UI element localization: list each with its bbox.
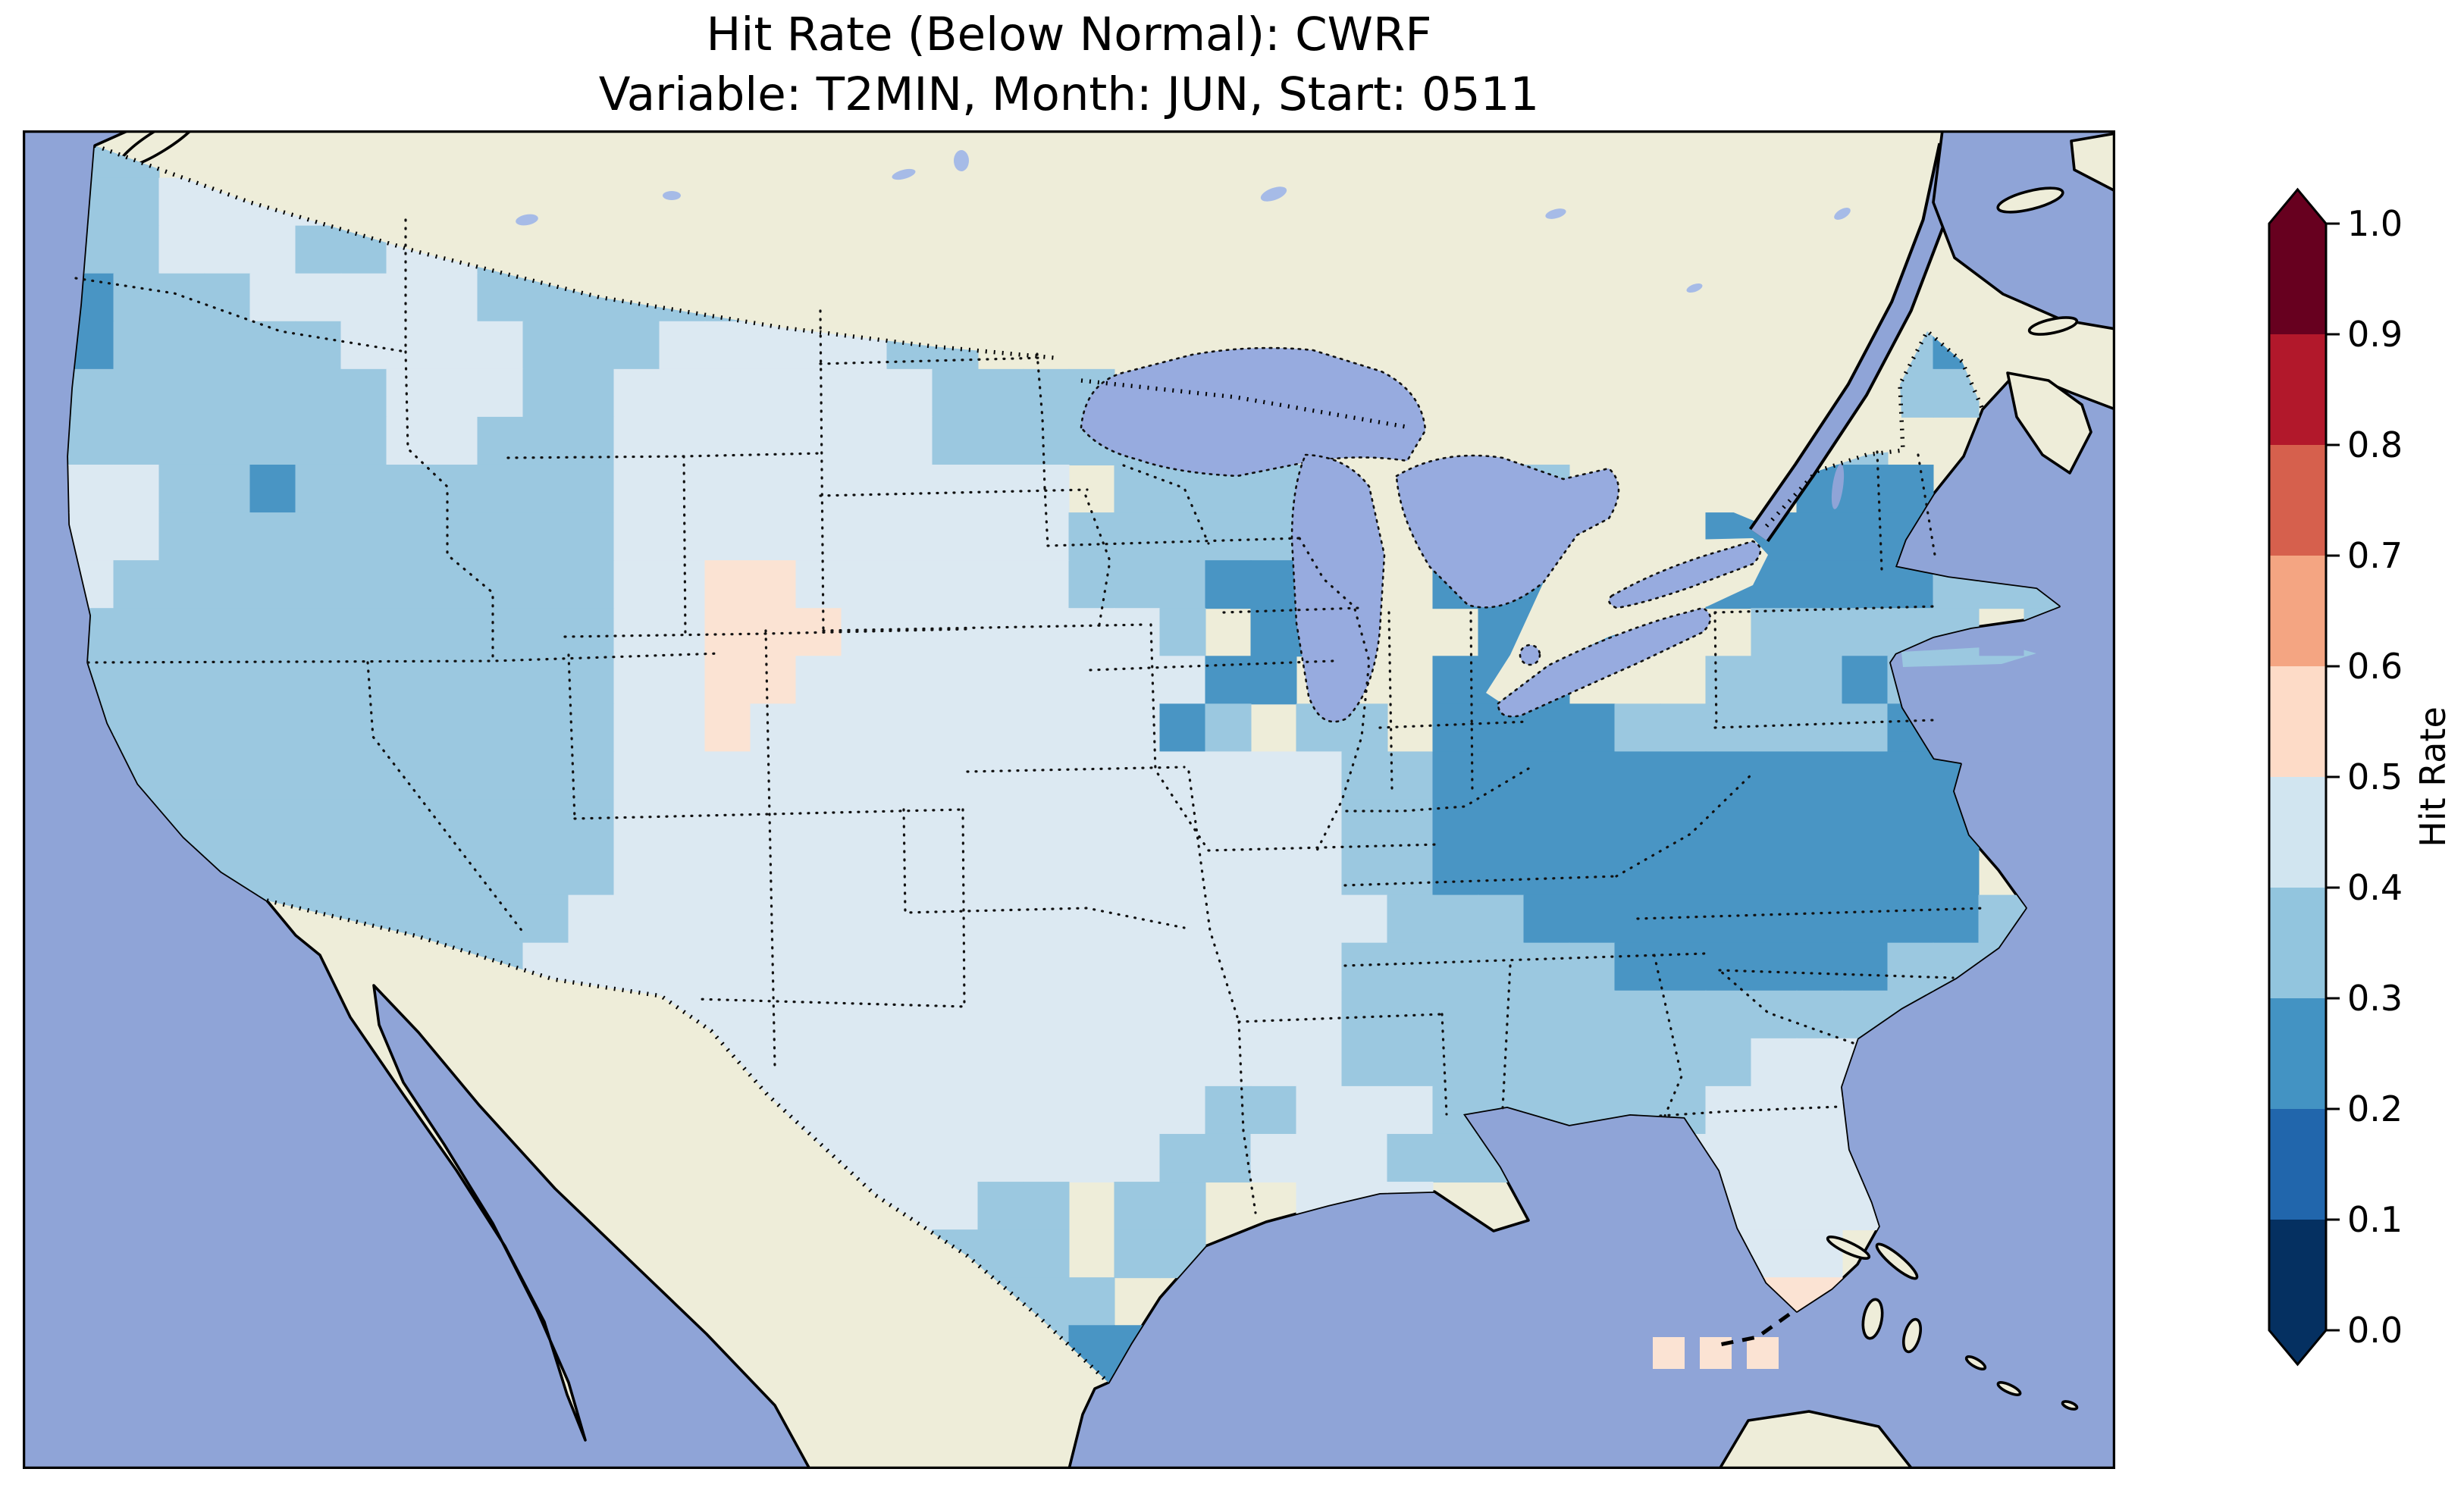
colorbar-tick-label: 0.8 (2347, 424, 2403, 465)
bahamas-island (1826, 1236, 1871, 1260)
maritime-islands (1996, 132, 2115, 475)
colorbar-segment-0.1-0.2 (2269, 1109, 2326, 1220)
colorbar-segment-0.9-1.0 (2269, 224, 2326, 335)
figure-title-line2: Variable: T2MIN, Month: JUN, Start: 0511 (598, 67, 1540, 122)
bahamas-island (1901, 1317, 1923, 1354)
colorbar-tick-label: 0.6 (2347, 646, 2403, 687)
offshore-grid-cells (1653, 1337, 1779, 1369)
bahamas-island (1875, 1242, 1919, 1280)
lake-ontario (1607, 540, 1762, 609)
colorbar-segment-0.2-0.3 (2269, 998, 2326, 1110)
colorbar-tick-label: 0.9 (2347, 314, 2403, 355)
colorbar-tick-label: 0.5 (2347, 756, 2403, 797)
caribbean-islands (1718, 1236, 2079, 1469)
colorbar-tick-label: 0.3 (2347, 978, 2403, 1019)
us-hit-rate-map (23, 130, 2115, 1469)
colorbar-area: 1.0 0.9 0.8 0.7 0.6 0.5 0.4 0.3 0.2 0.1 0.0 Hit Ra… (2259, 186, 2464, 1414)
colorbar-axis-label: Hit Rate (2412, 706, 2453, 847)
colorbar-tick-label: 0.0 (2347, 1310, 2403, 1351)
lake-erie (1497, 606, 1712, 718)
map-area (23, 130, 2115, 1469)
bahamas-island (1996, 1381, 2022, 1396)
bahamas-island (1861, 1298, 1884, 1340)
colorbar-tick-label: 0.7 (2347, 535, 2403, 576)
colorbar-segment-0.8-0.9 (2269, 334, 2326, 446)
bahamas-island (1964, 1355, 1987, 1371)
florida-keys (1719, 1312, 1791, 1347)
colorbar: 1.0 0.9 0.8 0.7 0.6 0.5 0.4 0.3 0.2 0.1 0.0 Hit Ra… (2268, 187, 2453, 1367)
colorbar-tick-label: 0.2 (2347, 1088, 2403, 1129)
anticosti-island (1996, 186, 2064, 214)
canada-inland-lakes (516, 150, 1851, 509)
state-borders (74, 218, 1988, 1214)
colorbar-segment-0.4-0.5 (2269, 777, 2326, 888)
colorbar-tick-label: 1.0 (2347, 203, 2403, 244)
colorbar-tick-label: 0.4 (2347, 867, 2403, 908)
colorbar-segment-0.7-0.8 (2269, 445, 2326, 556)
figure-title-line1: Hit Rate (Below Normal): CWRF (706, 8, 1432, 61)
colorbar-tick-label: 0.1 (2347, 1199, 2403, 1240)
lake-superior (1080, 346, 1427, 478)
figure-title: Hit Rate (Below Normal): CWRF Variable: … (23, 5, 2115, 125)
great-lakes (1080, 346, 1762, 723)
lake-huron (1395, 454, 1620, 609)
lake-michigan (1290, 453, 1386, 723)
colorbar-segment-0.5-0.6 (2269, 666, 2326, 778)
colorbar-ticks: 1.0 0.9 0.8 0.7 0.6 0.5 0.4 0.3 0.2 0.1 0.0 (2326, 203, 2403, 1351)
bahamas-island (2061, 1400, 2079, 1411)
prince-edward-island (2027, 316, 2079, 336)
colorbar-segment-0.6-0.7 (2269, 556, 2326, 667)
map-frame (23, 130, 2115, 1469)
nova-scotia (2006, 371, 2093, 475)
colorbar-segment-0.0-0.1 (2269, 1220, 2326, 1331)
newfoundland-corner (2070, 132, 2115, 193)
colorbar-under-arrow (2269, 1330, 2326, 1364)
hit-rate-grid-layer (68, 146, 2059, 1383)
colorbar-over-arrow (2269, 189, 2326, 224)
colorbar-segments (2269, 224, 2326, 1331)
gulf-of-st-lawrence (1932, 130, 2115, 330)
colorbar-segment-0.3-0.4 (2269, 888, 2326, 999)
lake-st-clair (1519, 644, 1541, 666)
cuba (1718, 1410, 1914, 1469)
lake-champlain (1831, 464, 1845, 509)
